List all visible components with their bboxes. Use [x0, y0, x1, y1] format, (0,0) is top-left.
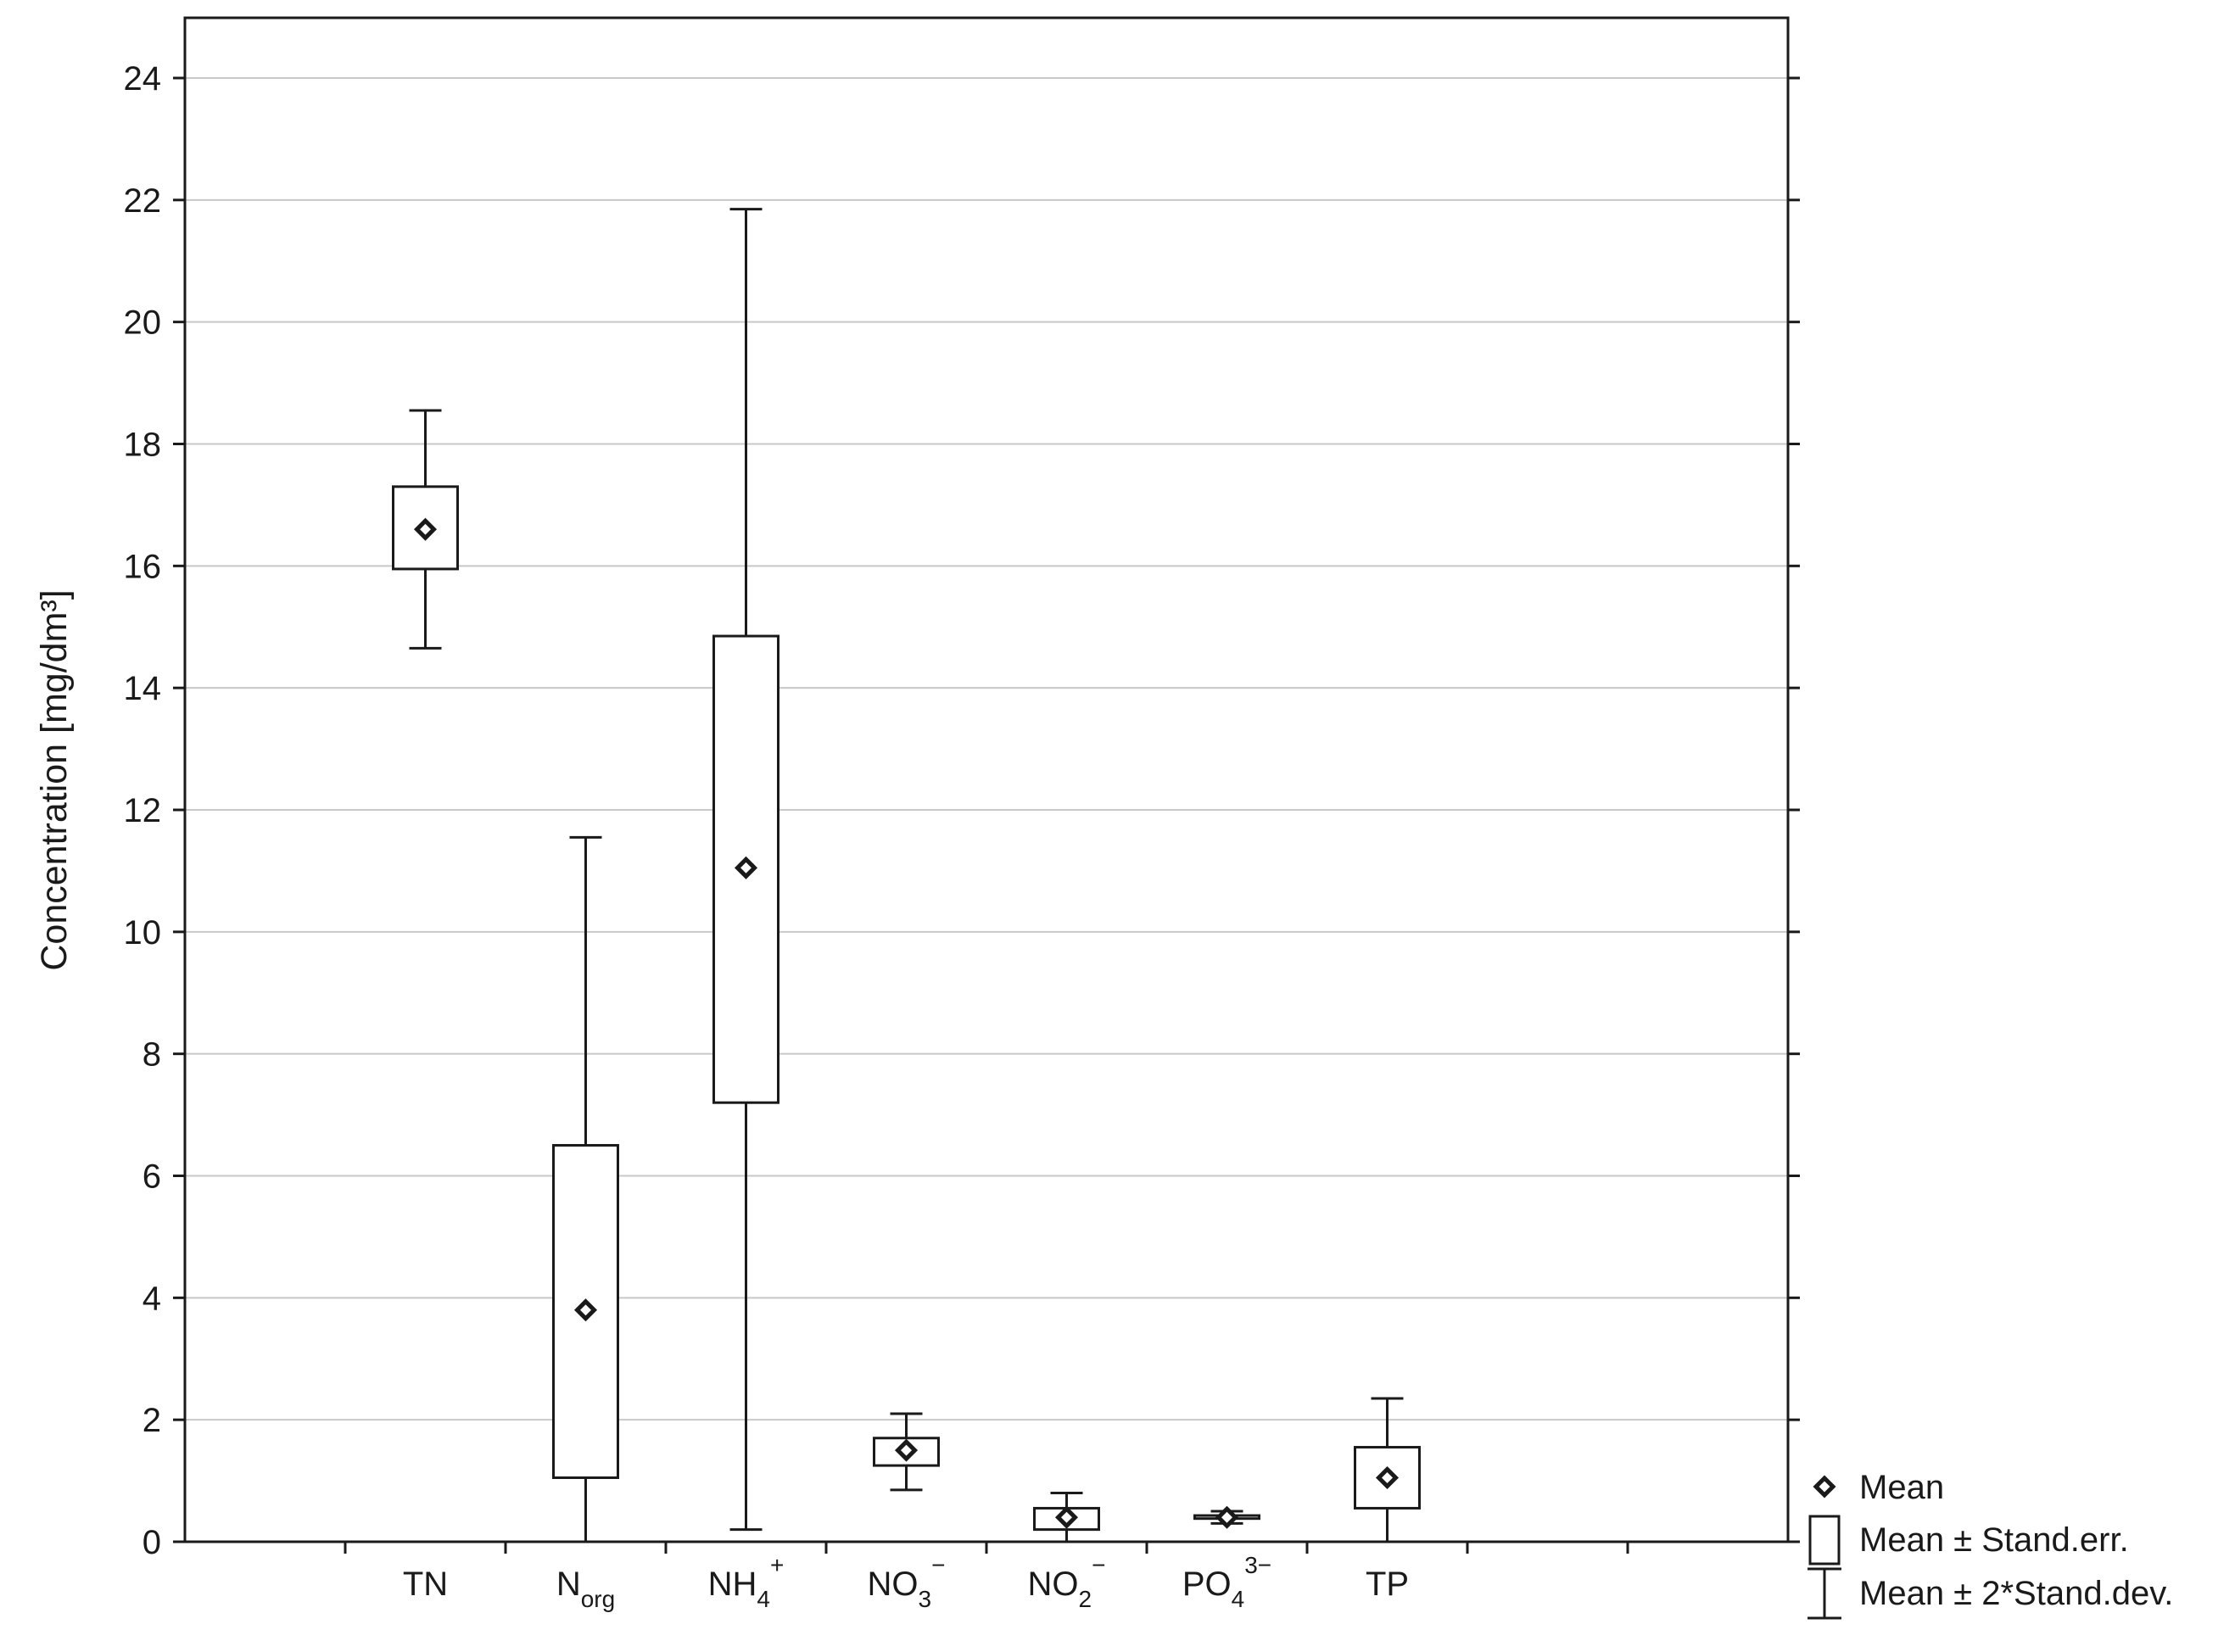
x-label-base: TN: [403, 1565, 448, 1603]
box-group-no3-: [873, 1412, 940, 1492]
x-label-base: NO: [1028, 1565, 1079, 1603]
x-label-superscript: 3−: [1244, 1552, 1271, 1578]
plot-area-frame: [183, 16, 1790, 1543]
legend-label: Mean ± 2*Stand.dev.: [1859, 1575, 2173, 1612]
x-label-subscript: 2: [1079, 1586, 1092, 1612]
x-label-base: TP: [1366, 1565, 1409, 1603]
mean-marker: [1375, 1465, 1400, 1490]
mean-marker: [1215, 1505, 1239, 1529]
x-label-base: NO: [868, 1565, 919, 1603]
mean-marker: [734, 856, 758, 879]
mean-marker: [1054, 1505, 1079, 1529]
legend-item-whisker: Mean ± 2*Stand.dev.: [1808, 1567, 2173, 1620]
y-tick-label: 22: [124, 182, 162, 220]
gridlines: [185, 77, 1788, 1421]
y-tick-label: 10: [124, 914, 162, 952]
mean-marker: [573, 1298, 598, 1322]
legend-mean-diamond: [1813, 1475, 1836, 1499]
x-tick-label: NH4+: [708, 1552, 785, 1612]
x-label-base: N: [556, 1565, 581, 1603]
x-label-superscript: −: [1092, 1552, 1105, 1578]
box-group-tp: [1354, 1397, 1421, 1542]
box-group-no2-: [1033, 1491, 1100, 1542]
x-label-superscript: +: [770, 1552, 784, 1578]
y-tick-label: 14: [124, 670, 162, 707]
x-axis: TN Norg NH4+NO3−NO2−PO43−TP: [344, 1542, 1629, 1612]
x-tick-label: Norg: [556, 1565, 615, 1612]
box-group-po43-: [1193, 1505, 1260, 1529]
y-tick-label: 8: [142, 1036, 161, 1074]
y-tick-label: 4: [142, 1280, 161, 1317]
y-tick-label: 18: [124, 427, 162, 464]
y-tick-label: 20: [124, 304, 162, 342]
box-group-tn: [392, 409, 459, 650]
legend-item-diamond: Mean: [1813, 1469, 1944, 1506]
x-tick-label: NO3 −: [868, 1552, 946, 1612]
x-tick-label: NO2−: [1028, 1552, 1106, 1612]
y-tick-label: 0: [142, 1524, 161, 1561]
legend-label: Mean: [1859, 1469, 1944, 1506]
box-group-nh4+: [712, 208, 779, 1532]
x-label-base: NH: [708, 1565, 757, 1603]
y-tick-label: 2: [142, 1402, 161, 1439]
legend-label: Mean ± Stand.err.: [1859, 1521, 2129, 1559]
legend-se-box: [1808, 1515, 1841, 1565]
x-label-subscript: 4: [757, 1586, 770, 1612]
x-label-base: PO: [1182, 1565, 1232, 1603]
y-axis-label: Concentration [mg/dm³]: [34, 589, 75, 970]
mean-marker: [413, 517, 438, 541]
x-tick-label: PO4 3−: [1182, 1552, 1271, 1612]
y-tick-label: 12: [124, 792, 162, 829]
box-group-norg: [552, 835, 619, 1542]
y-tick-label: 16: [124, 548, 162, 585]
y-tick-label: 6: [142, 1158, 161, 1196]
chart-marks: [392, 208, 1421, 1542]
x-label-superscript: −: [931, 1552, 945, 1578]
y-tick-label: 24: [124, 60, 162, 98]
x-label-subscript: 4: [1232, 1586, 1245, 1612]
legend: Mean Mean ± Stand.err. Mean ± 2*Stand.dev.: [1808, 1469, 2173, 1620]
x-label-subscript: org: [581, 1586, 615, 1612]
legend-item-box: Mean ± Stand.err.: [1808, 1515, 2129, 1565]
mean-marker: [894, 1438, 919, 1462]
x-label-subscript: 3: [919, 1586, 932, 1612]
x-tick-label: TN: [403, 1565, 448, 1603]
x-tick-label: TP: [1366, 1565, 1409, 1603]
